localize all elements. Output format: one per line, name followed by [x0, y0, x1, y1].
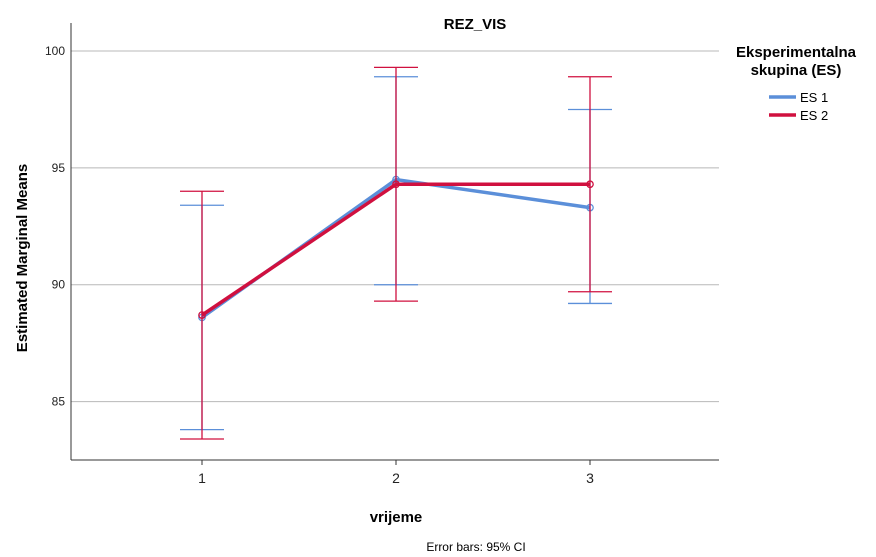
data-point-s2-3	[586, 180, 594, 189]
x-tick-label-1: 1	[198, 470, 206, 486]
legend-title-line1: Eksperimentalna	[736, 44, 857, 61]
chart-title: REZ_VIS	[444, 16, 507, 33]
data-point-s2-1	[198, 311, 206, 319]
x-tick-label-3: 3	[586, 470, 594, 486]
x-axis-label: vrijeme	[370, 509, 423, 526]
legend-label-2: ES 2	[800, 108, 828, 123]
y-axis-label: Estimated Marginal Means	[14, 164, 31, 352]
y-tick-label-100: 100	[45, 44, 65, 58]
series-2	[180, 66, 612, 440]
axes	[70, 23, 719, 461]
legend-title-line2: skupina (ES)	[751, 62, 842, 79]
x-tick-labels: 1 2 3	[198, 460, 594, 486]
legend: Eksperimentalna skupina (ES) ES 1 ES 2	[736, 44, 857, 123]
y-tick-label-95: 95	[52, 161, 66, 175]
gridlines	[71, 50, 719, 403]
legend-items: ES 1 ES 2	[769, 90, 828, 123]
series-line-2	[201, 182, 590, 317]
legend-label-1: ES 1	[800, 90, 828, 105]
y-tick-label-85: 85	[52, 395, 66, 409]
series	[180, 66, 612, 440]
data-point-s2-2	[392, 180, 400, 189]
y-tick-label-90: 90	[52, 278, 66, 292]
y-tick-labels: 85 90 95 100	[45, 44, 65, 409]
footnote: Error bars: 95% CI	[426, 540, 525, 554]
x-tick-label-2: 2	[392, 470, 400, 486]
